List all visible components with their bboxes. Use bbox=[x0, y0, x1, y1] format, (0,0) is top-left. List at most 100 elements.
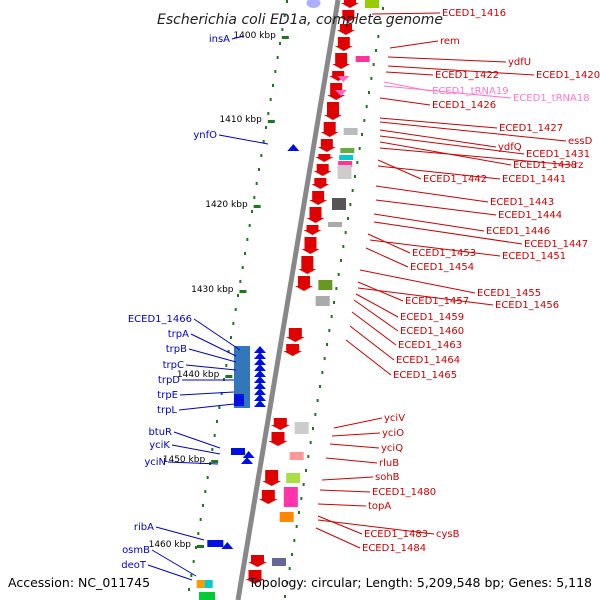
genome-summary-text: Topology: circular; Length: 5,209,548 bp… bbox=[248, 575, 592, 590]
reverse-gene-arrow bbox=[241, 457, 253, 464]
label-leader-line bbox=[171, 444, 221, 455]
outer-guide-dot bbox=[340, 259, 342, 262]
outer-guide-dot bbox=[319, 385, 321, 388]
gene-label-eced1-1451: ECED1_1451 bbox=[502, 251, 566, 262]
gene-label-eced1-1484: ECED1_1484 bbox=[362, 543, 426, 554]
inner-guide-dot bbox=[188, 588, 190, 591]
gene-label-eced1-1431: ECED1_1431 bbox=[526, 149, 590, 160]
forward-gene-arrow bbox=[295, 276, 313, 291]
gene-block bbox=[318, 280, 333, 290]
gene-block bbox=[272, 558, 286, 566]
inner-guide-dot bbox=[230, 336, 232, 339]
inner-guide-dot bbox=[253, 196, 256, 199]
inner-guide-dot bbox=[260, 154, 263, 157]
inner-guide-dot bbox=[255, 182, 258, 185]
outer-guide-dot bbox=[305, 469, 307, 472]
inner-guide-dot bbox=[190, 574, 193, 577]
inner-guide-dot bbox=[274, 70, 277, 73]
forward-gene-arrow bbox=[268, 432, 288, 446]
label-leader-line bbox=[375, 199, 497, 216]
inner-guide-dot bbox=[206, 476, 209, 479]
outer-guide-dot bbox=[361, 133, 363, 136]
reverse-gene-arrow bbox=[254, 388, 266, 395]
gene-label-rlub: rluB bbox=[379, 458, 399, 469]
gene-label-eced1-1460: ECED1_1460 bbox=[400, 326, 464, 337]
gene-label-eced1-1441: ECED1_1441 bbox=[502, 174, 566, 185]
forward-gene-arrow bbox=[298, 256, 317, 274]
inner-guide-dot bbox=[262, 140, 265, 143]
forward-gene-arrow bbox=[317, 139, 336, 152]
label-leader-line bbox=[155, 526, 205, 541]
outer-guide-dot bbox=[321, 371, 324, 374]
tick-label: 1450 kbp bbox=[163, 455, 206, 465]
label-leader-line bbox=[185, 364, 237, 371]
reverse-gene-arrow bbox=[254, 394, 266, 401]
reverse-gene-arrow bbox=[306, 0, 321, 8]
outer-guide-dot bbox=[363, 119, 366, 122]
inner-guide-dot bbox=[218, 406, 221, 409]
outer-guide-dot bbox=[323, 357, 326, 360]
forward-gene-arrow bbox=[339, 10, 358, 22]
forward-gene-arrow bbox=[303, 225, 322, 235]
map-layer: 1400 kbp 1410 kbp 1420 kbp 1430 kbp 1440 kbp… bbox=[149, 0, 384, 600]
gene-label-essd: essD bbox=[568, 136, 593, 147]
outer-guide-dot bbox=[354, 175, 356, 178]
inner-guide-dot bbox=[237, 294, 239, 297]
gene-label-ycik: yciK bbox=[149, 440, 170, 451]
gene-label-eced1-1446: ECED1_1446 bbox=[486, 226, 550, 237]
label-leader-line bbox=[353, 299, 399, 332]
outer-guide-dot bbox=[298, 511, 300, 514]
inner-guide-dot bbox=[213, 434, 216, 437]
gene-label-eced1-1465: ECED1_1465 bbox=[393, 370, 457, 381]
label-leader-line bbox=[178, 403, 235, 411]
gene-label-ydfu: ydfU bbox=[508, 57, 531, 68]
gene-label-btur: btuR bbox=[148, 427, 172, 438]
tick-mark bbox=[281, 36, 289, 39]
forward-gene-arrow bbox=[309, 191, 328, 205]
label-leader-line bbox=[167, 461, 219, 465]
label-leader-line bbox=[379, 121, 567, 142]
outer-guide-dot bbox=[379, 21, 382, 24]
forward-gene-arrow bbox=[258, 490, 278, 504]
forward-gene-arrow bbox=[311, 178, 330, 189]
gene-label-deot: deoT bbox=[121, 560, 147, 571]
tick-mark bbox=[225, 375, 233, 378]
gene-label-eced1-trna18: ECED1_tRNA18 bbox=[513, 93, 590, 104]
inner-guide-dot bbox=[272, 84, 274, 87]
gene-label-eced1-1480: ECED1_1480 bbox=[372, 487, 436, 498]
gene-block bbox=[340, 148, 355, 153]
inner-guide-dot bbox=[192, 560, 195, 563]
label-leader-line bbox=[371, 12, 441, 15]
label-leader-line bbox=[367, 233, 411, 254]
gene-label-eced1-1483: ECED1_1483 bbox=[364, 529, 428, 540]
gene-label-eced1-1456: ECED1_1456 bbox=[495, 300, 559, 311]
gene-label-trpe: trpE bbox=[157, 390, 178, 401]
reverse-gene-arrow bbox=[254, 352, 266, 359]
label-leader-line bbox=[383, 85, 512, 99]
gene-block bbox=[279, 512, 294, 522]
label-leader-line bbox=[379, 147, 573, 166]
outer-guide-dot bbox=[372, 63, 375, 66]
outer-guide-dot bbox=[316, 399, 319, 402]
inner-guide-dot bbox=[234, 308, 237, 311]
forward-gene-arrow bbox=[270, 418, 290, 430]
outer-guide-dot bbox=[333, 301, 335, 304]
outer-guide-dot bbox=[291, 553, 293, 556]
inner-guide-dot bbox=[246, 238, 249, 241]
label-leader-line bbox=[317, 519, 435, 535]
inner-guide-dot bbox=[195, 546, 197, 549]
label-leader-line bbox=[387, 65, 535, 76]
inner-guide-dot bbox=[197, 532, 200, 535]
reverse-gene-arrow bbox=[221, 542, 234, 549]
forward-gene-arrow bbox=[315, 154, 334, 162]
inner-guide-dot bbox=[220, 392, 223, 395]
outer-guide-dot bbox=[309, 441, 312, 444]
label-leader-line bbox=[379, 97, 431, 106]
label-leader-line bbox=[231, 35, 245, 40]
gene-label-riba: ribA bbox=[134, 522, 154, 533]
gene-label-rz: rz bbox=[574, 160, 583, 171]
label-leader-line bbox=[188, 348, 237, 363]
gene-label-eced1-1455: ECED1_1455 bbox=[477, 288, 541, 299]
